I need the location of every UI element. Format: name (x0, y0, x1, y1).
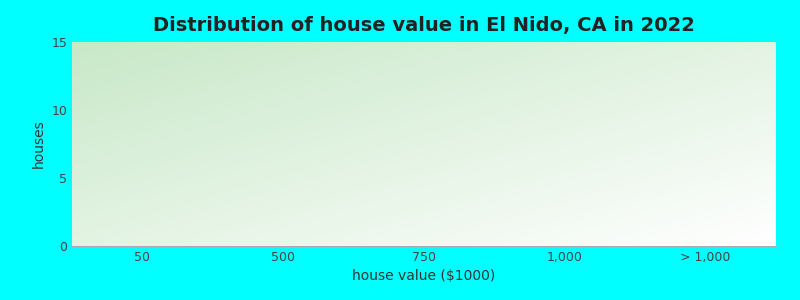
Circle shape (656, 50, 691, 60)
Text: City-Data.com: City-Data.com (675, 48, 755, 58)
Bar (371, 178, 477, 246)
X-axis label: house value ($1000): house value ($1000) (352, 269, 496, 284)
Title: Distribution of house value in El Nido, CA in 2022: Distribution of house value in El Nido, … (153, 16, 695, 35)
Y-axis label: houses: houses (32, 120, 46, 168)
Bar (653, 198, 758, 246)
Bar (90, 83, 195, 246)
